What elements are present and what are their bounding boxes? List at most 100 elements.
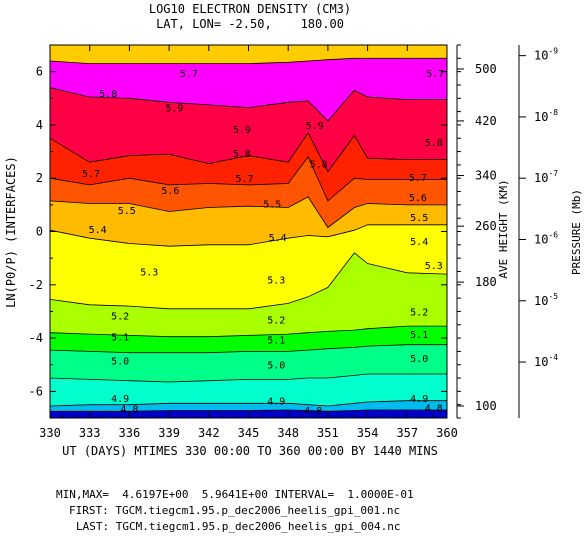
contour-label: 5.8 [233,149,251,160]
band-4.9 [50,400,447,412]
x-tick-label: 339 [158,426,180,440]
y-tick-label: -6 [29,384,43,398]
pressure-tick-exponent: -9 [548,47,558,56]
contour-label: 4.8 [304,406,322,417]
contour-label: 4.8 [120,405,138,416]
band-5.7 [50,132,447,201]
contour-label: 5.2 [111,311,129,322]
contour-line-5.8 [49,87,447,122]
pressure-tick-exponent: -7 [548,169,558,178]
x-tick-label: 345 [238,426,260,440]
y-tick-label: 4 [36,118,43,132]
contour-label: 5.7 [180,69,198,80]
contour-label: 5.3 [140,268,158,279]
x-tick-label: 336 [119,426,141,440]
band-5.2 [50,326,447,353]
contour-label: 4.9 [410,394,428,405]
band-5.8 [50,87,447,172]
x-tick-label: 351 [317,426,339,440]
pressure-tick-label: 10-9 [534,47,558,63]
contour-line-5.7 [49,132,447,173]
contour-line-5 [49,373,447,383]
contour-label: 5.6 [161,186,179,197]
contour-label: 5.0 [111,357,129,368]
contour-label: 5.3 [425,261,443,272]
contour-line-5.2 [49,325,447,338]
x-tick-label: 348 [277,426,299,440]
footer-stats: MIN,MAX= 4.6197E+00 5.9641E+00 INTERVAL=… [56,488,414,501]
y-tick-label: -2 [29,278,43,292]
band-5.9 [50,58,447,121]
y-tick-label: -4 [29,331,43,345]
y-tick-label: 0 [36,225,43,239]
contour-label: 5.4 [410,237,428,248]
pressure-tick-exponent: -5 [548,292,558,301]
height-tick-label: 420 [475,114,497,128]
height-axis: 100 180 260 340 420 500 [456,44,497,419]
contour-label: 4.8 [425,403,443,414]
contour-label: 5.0 [410,354,428,365]
contour-line-5.3 [49,252,448,310]
band-5.6 [50,156,447,228]
x-tick-label: 333 [79,426,101,440]
contour-label: 5.9 [306,121,324,132]
pressure-axis: 10-4 10-5 10-6 10-7 10-8 10-9 [518,45,558,418]
x-tick-label: 360 [436,426,458,440]
pressure-tick-label: 10-8 [534,108,558,124]
contour-label: 5.5 [263,200,281,211]
contour-label: 5.4 [89,225,107,236]
band-5.3 [50,252,447,337]
contour-fills [50,45,447,418]
contour-label: 5.7 [82,169,100,180]
contour-label: 5.8 [99,89,117,100]
height-axis-label: AVE HEIGHT (KM) [497,179,510,278]
chart-subtitle: LAT, LON= -2.50, 180.00 [156,17,344,31]
y-tick-label: 2 [36,171,43,185]
height-tick-label: 180 [475,275,497,289]
contour-label: 5.5 [410,213,428,224]
contour-labels: 5.7 5.8 5.9 5.9 5.8 5.9 5.8 5.7 5.8 5.7 5.7 5.7 5.6 5… [82,69,444,417]
contour-line-4.8 [50,409,447,412]
contour-label: 5.8 [425,138,443,149]
contour-line-5.1 [49,344,447,354]
x-axis-label: UT (DAYS) MTIMES 330 00:00 TO 360 00:00 … [62,444,438,458]
x-tick-label: 357 [396,426,418,440]
pressure-tick-label: 10-6 [534,230,558,246]
pressure-tick-label: 10-5 [534,292,558,308]
contour-line-5.6 [49,156,447,202]
contour-label: 5.9 [165,104,183,115]
band-5.4 [50,224,447,309]
contour-label: 5.1 [111,333,129,344]
contour-lines [49,57,448,412]
y-axis: -6 -4 -2 0 2 4 6 [29,44,447,419]
plot-area: 5.7 5.8 5.9 5.9 5.8 5.9 5.8 5.7 5.8 5.7 5.7 5.7 5.6 5… [49,44,448,419]
contour-line-5.4 [49,224,447,247]
x-tick-label: 330 [39,426,61,440]
pressure-axis-label: PRESSURE (Mb) [570,189,583,275]
y-tick-label: 6 [36,65,43,79]
y-axis-label: LN(P0/P) (INTERFACES) [4,156,18,308]
chart-title: LOG10 ELECTRON DENSITY (CM3) [149,2,351,16]
pressure-tick-exponent: -4 [548,353,558,362]
pressure-tick-label: 10-4 [534,353,558,369]
pressure-tick-exponent: -8 [548,108,558,117]
contour-label: 5.9 [233,125,251,136]
band-5 [50,374,447,406]
height-tick-label: 100 [475,399,497,413]
height-tick-label: 340 [475,169,497,183]
contour-label: 4.9 [267,397,285,408]
contour-line-5.5 [49,196,447,229]
pressure-tick-label: 10-7 [534,169,558,185]
height-tick-label: 500 [475,62,497,76]
band-5.5 [50,196,447,247]
contour-label: 5.0 [267,361,285,372]
contour-label: 5.7 [409,173,427,184]
contour-label: 5.2 [410,307,428,318]
contour-line-5.9 [49,57,447,64]
contour-label: 5.5 [118,206,136,217]
contour-label: 5.1 [410,330,428,341]
contour-label: 5.8 [310,160,328,171]
contour-label: 5.2 [267,315,285,326]
footer-last-file: LAST: TGCM.tiegcm1.95.p_dec2006_heelis_g… [76,520,401,533]
